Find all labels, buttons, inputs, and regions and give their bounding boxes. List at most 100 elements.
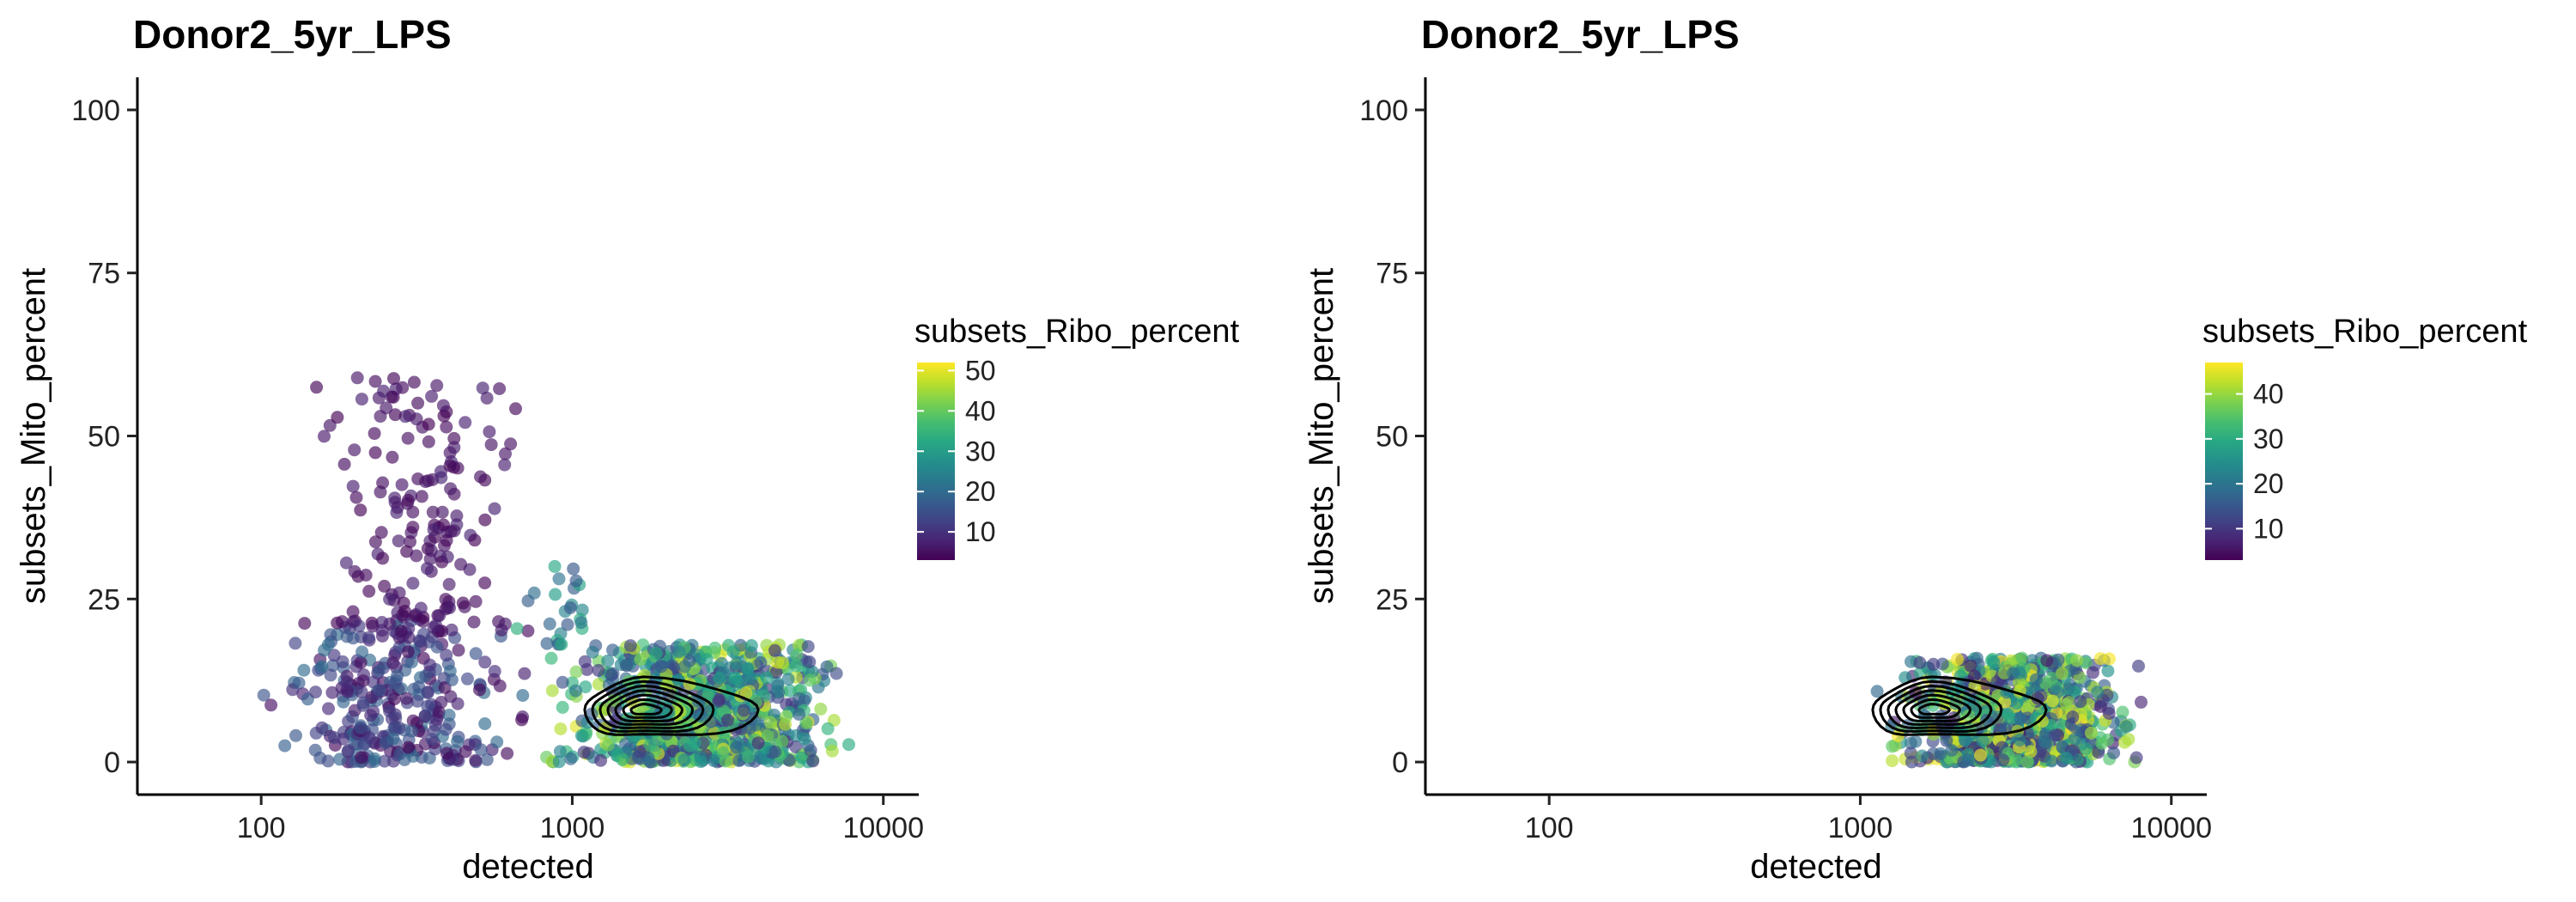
data-point bbox=[493, 382, 507, 395]
data-point bbox=[443, 446, 457, 460]
y-tick-label: 75 bbox=[1376, 258, 1408, 290]
data-point bbox=[654, 660, 668, 673]
data-point bbox=[781, 673, 795, 686]
data-point bbox=[467, 615, 481, 629]
data-point bbox=[721, 713, 734, 727]
data-point bbox=[356, 674, 370, 688]
data-point bbox=[504, 437, 518, 451]
x-tick-label: 10000 bbox=[842, 812, 924, 844]
data-point bbox=[327, 649, 341, 662]
data-point bbox=[2093, 652, 2107, 666]
data-point bbox=[2009, 753, 2023, 767]
data-point bbox=[677, 753, 691, 767]
data-point bbox=[324, 668, 337, 682]
data-point bbox=[426, 505, 440, 519]
data-point bbox=[322, 702, 335, 716]
data-point bbox=[499, 447, 512, 460]
data-point bbox=[406, 521, 420, 534]
data-point bbox=[821, 722, 835, 735]
data-point bbox=[434, 471, 448, 485]
data-point bbox=[483, 425, 496, 439]
data-point bbox=[423, 658, 437, 672]
data-point bbox=[425, 389, 439, 403]
legend-tick-label: 40 bbox=[2253, 379, 2284, 410]
data-point bbox=[439, 722, 453, 736]
data-point bbox=[368, 446, 382, 460]
data-point bbox=[394, 625, 408, 638]
data-point bbox=[754, 655, 768, 669]
data-point bbox=[388, 408, 402, 422]
chart-title: Donor2_5yr_LPS bbox=[133, 12, 452, 57]
data-point bbox=[783, 684, 797, 698]
data-point bbox=[799, 716, 813, 730]
y-tick-label: 0 bbox=[1392, 747, 1408, 779]
data-point bbox=[1996, 753, 2010, 767]
legend-tick-label: 50 bbox=[965, 355, 996, 386]
data-point bbox=[421, 562, 434, 576]
data-point bbox=[780, 710, 793, 723]
data-point bbox=[346, 479, 360, 493]
data-point bbox=[376, 476, 390, 490]
data-point bbox=[425, 733, 439, 746]
data-point bbox=[2040, 654, 2054, 667]
data-point bbox=[480, 753, 494, 766]
density-contour bbox=[1871, 675, 2048, 736]
data-point bbox=[673, 705, 687, 719]
data-point bbox=[789, 740, 803, 753]
data-point bbox=[563, 601, 577, 614]
data-point bbox=[2101, 664, 2115, 678]
data-point bbox=[310, 381, 324, 394]
data-point bbox=[2116, 705, 2129, 719]
data-point bbox=[510, 622, 524, 636]
density-contour bbox=[606, 689, 695, 726]
data-point bbox=[549, 588, 562, 601]
data-point bbox=[729, 671, 742, 685]
data-point bbox=[2013, 734, 2026, 747]
density-contour bbox=[1902, 693, 1972, 722]
data-point bbox=[361, 631, 375, 644]
data-point bbox=[392, 586, 406, 600]
data-point bbox=[447, 524, 461, 538]
data-point bbox=[337, 695, 350, 709]
density-contour bbox=[1894, 689, 1983, 726]
data-point bbox=[803, 673, 817, 687]
data-point bbox=[605, 668, 618, 682]
data-point bbox=[569, 684, 582, 698]
data-point bbox=[442, 709, 456, 722]
data-point bbox=[402, 740, 416, 754]
data-point bbox=[719, 754, 732, 768]
data-point bbox=[790, 648, 804, 661]
data-point bbox=[321, 637, 335, 651]
density-contour bbox=[591, 680, 715, 733]
data-point bbox=[419, 669, 433, 683]
legend-colorbar bbox=[2205, 363, 2243, 560]
data-point bbox=[340, 675, 354, 689]
data-point bbox=[437, 409, 451, 423]
data-point bbox=[2102, 707, 2116, 720]
data-point bbox=[443, 459, 457, 472]
data-point bbox=[1974, 748, 1987, 762]
data-point bbox=[488, 502, 501, 515]
data-point bbox=[476, 381, 489, 395]
legend-title: subsets_Ribo_percent bbox=[914, 314, 1240, 350]
data-point bbox=[1913, 655, 1927, 669]
data-point bbox=[548, 559, 562, 573]
points-group bbox=[257, 371, 855, 769]
chart-panel-right: Donor2_5yr_LPS 0 25 50 75 100 100 1000 10000 dete… bbox=[1288, 0, 2576, 902]
data-point bbox=[309, 686, 322, 699]
data-point bbox=[2038, 728, 2052, 742]
y-tick-label: 0 bbox=[104, 747, 120, 779]
data-point bbox=[2029, 673, 2043, 686]
scatter-chart-right: Donor2_5yr_LPS 0 25 50 75 100 100 1000 10000 dete… bbox=[1303, 12, 2528, 886]
data-point bbox=[356, 696, 370, 710]
data-point bbox=[398, 410, 412, 424]
data-point bbox=[2048, 728, 2062, 742]
data-point bbox=[469, 647, 483, 661]
data-point bbox=[349, 491, 363, 504]
data-point bbox=[368, 535, 382, 549]
data-point bbox=[540, 637, 554, 650]
density-contour bbox=[583, 675, 760, 736]
legend-tick-label: 40 bbox=[965, 395, 996, 426]
data-point bbox=[383, 617, 397, 631]
data-point bbox=[712, 692, 726, 706]
